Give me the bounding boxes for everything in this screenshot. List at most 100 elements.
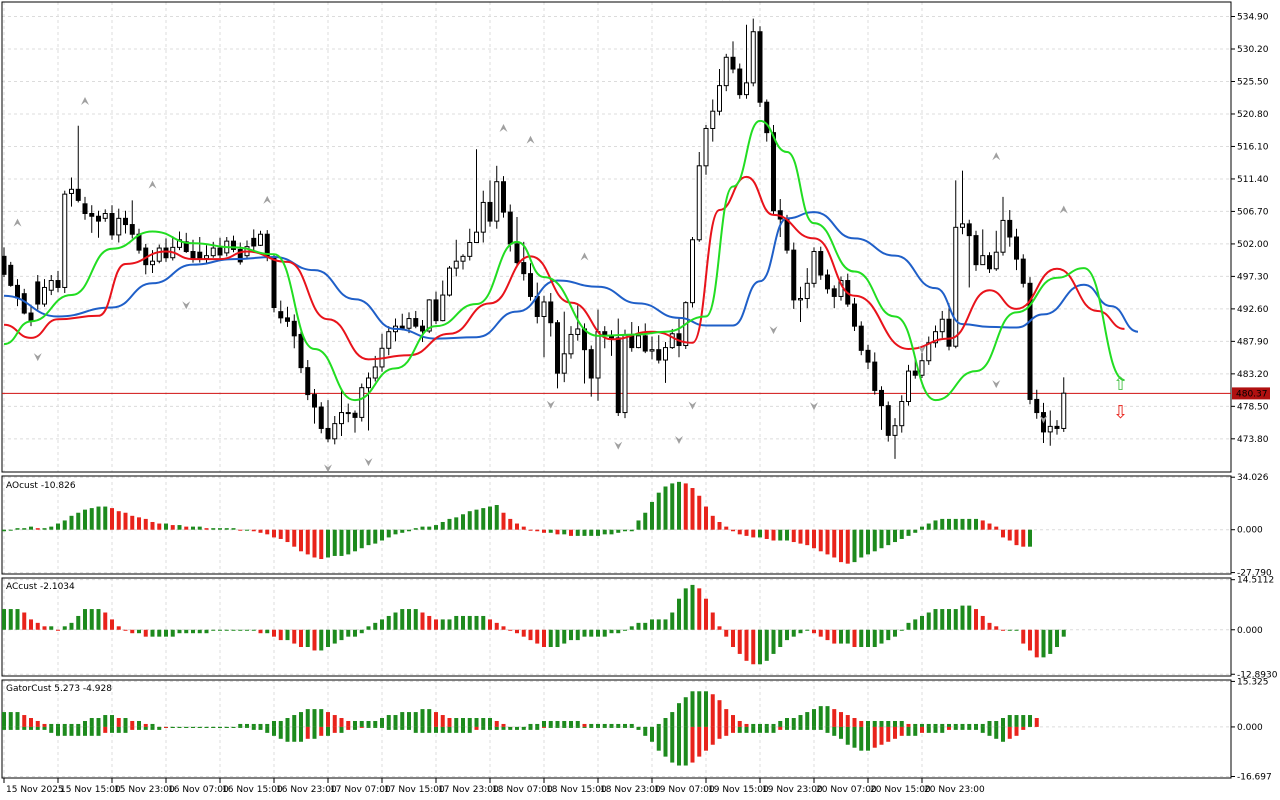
histogram-bar [1007, 629, 1012, 631]
candle [946, 303, 952, 351]
candle [561, 311, 567, 383]
histogram-bar [474, 509, 479, 530]
histogram-bar [285, 629, 290, 641]
histogram-bar [89, 508, 94, 530]
histogram-bar [184, 726, 189, 728]
gator-indicator-panel[interactable] [2, 691, 1039, 766]
candle-body [744, 82, 749, 96]
histogram-bar [326, 712, 330, 727]
histogram-bar [116, 726, 121, 733]
candle [575, 305, 581, 341]
histogram-bar [535, 723, 540, 727]
histogram-bar [474, 615, 479, 630]
histogram-bar [434, 726, 438, 733]
candle [35, 275, 41, 310]
price-tick-label: 473.80 [1237, 435, 1269, 445]
histogram-bar [906, 726, 911, 736]
histogram-bar [116, 718, 121, 727]
histogram-bar [56, 629, 60, 631]
histogram-bar [191, 726, 195, 728]
histogram-bar [49, 526, 54, 530]
histogram-bar [2, 712, 6, 727]
histogram-bar [589, 726, 594, 728]
candle-body [906, 370, 911, 402]
histogram-bar [258, 726, 263, 730]
histogram-bar [130, 629, 135, 634]
histogram-bar [785, 629, 789, 641]
histogram-bar [636, 726, 641, 730]
histogram-bar [285, 529, 290, 543]
candle [764, 99, 770, 142]
histogram-bar [305, 529, 310, 555]
fractal-up-icon [992, 152, 1001, 161]
histogram-bar [967, 723, 972, 727]
histogram-bar [589, 723, 594, 727]
candle [717, 69, 722, 116]
candle [1054, 420, 1060, 435]
price-tick-label: 530.20 [1237, 45, 1269, 55]
main-price-panel[interactable]: ⇧⇩ [1, 0, 1231, 473]
histogram-bar [22, 726, 27, 730]
current-price-tag [1232, 387, 1270, 400]
histogram-bar [1021, 726, 1026, 730]
histogram-bar [42, 626, 47, 630]
candle [474, 149, 479, 244]
candle-body [791, 249, 797, 301]
histogram-bar [393, 612, 398, 630]
histogram-bar [407, 712, 411, 727]
histogram-bar [521, 629, 526, 637]
histogram-bar [62, 726, 67, 736]
fractal-down-icon [810, 402, 818, 411]
histogram-bar [697, 495, 702, 530]
histogram-bar [211, 629, 216, 631]
candle [1014, 228, 1019, 271]
candle-body [865, 349, 871, 363]
ac-indicator-panel[interactable] [2, 584, 1066, 665]
histogram-bar [690, 691, 695, 727]
histogram-bar [825, 726, 830, 733]
histogram-bar [251, 629, 256, 631]
candle-body [1061, 392, 1067, 429]
ao-indicator-panel[interactable] [2, 481, 1032, 564]
histogram-bar [116, 511, 121, 530]
histogram-bar [96, 718, 101, 727]
candle [636, 326, 641, 349]
histogram-bar [832, 529, 837, 558]
histogram-bar [791, 629, 796, 637]
histogram-bar [602, 723, 607, 727]
histogram-bar [562, 629, 567, 644]
histogram-bar [798, 715, 803, 727]
candle [156, 244, 162, 264]
histogram-bar [602, 629, 607, 637]
candle [413, 310, 419, 329]
histogram-bar [893, 720, 897, 727]
candle [96, 210, 101, 238]
candle [663, 342, 668, 383]
histogram-bar [69, 515, 74, 530]
candle [129, 200, 135, 239]
candle [872, 352, 878, 395]
histogram-bar [103, 612, 108, 630]
histogram-bar [609, 629, 614, 634]
fractal-up-icon [722, 0, 731, 1]
ac-indicator-label: ACcust -2.1034 [6, 582, 75, 592]
fractal-down-icon [675, 436, 683, 445]
candle-body [150, 260, 155, 266]
histogram-bar [690, 726, 695, 763]
histogram-bar [62, 723, 67, 727]
candle-body [399, 325, 405, 329]
candle [440, 280, 446, 322]
price-axes: 534.90 530.20 525.50 520.80 516.10 511.40 506.… [1231, 13, 1278, 783]
histogram-bar [83, 720, 87, 727]
histogram-bar [663, 726, 668, 757]
candle-body [1000, 219, 1006, 253]
histogram-bar [737, 720, 742, 727]
candle-body [764, 101, 770, 134]
candle-body [210, 247, 216, 257]
histogram-bar [488, 619, 492, 630]
histogram-bar [312, 629, 317, 651]
histogram-bar [528, 726, 533, 730]
candle-body [420, 325, 425, 332]
histogram-bar [899, 529, 904, 539]
